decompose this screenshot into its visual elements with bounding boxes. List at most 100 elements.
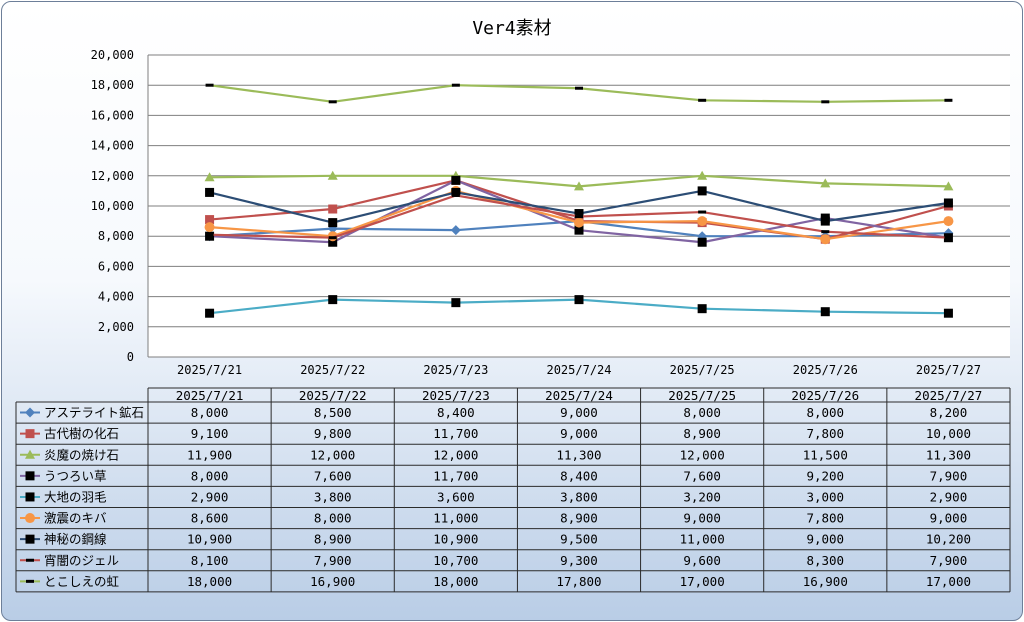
- legend-key-marker: [25, 471, 35, 481]
- data-point: [944, 98, 953, 102]
- table-value-cell: 3,800: [314, 489, 352, 504]
- data-point: [575, 215, 583, 219]
- table-value-cell: 8,400: [560, 468, 598, 483]
- table-value-cell: 9,200: [806, 468, 844, 483]
- table-value-cell: 9,000: [560, 426, 598, 441]
- data-point: [204, 222, 215, 233]
- y-tick-label: 4,000: [98, 290, 134, 304]
- legend-series-name: うつろい草: [44, 468, 107, 483]
- legend-key-marker: [26, 579, 34, 583]
- data-point: [451, 175, 461, 185]
- legend-series-name: 炎魔の焼け石: [44, 447, 119, 462]
- table-value-cell: 8,300: [806, 553, 844, 568]
- data-point: [820, 234, 831, 245]
- x-tick-label: 2025/7/22: [300, 363, 365, 377]
- table-value-cell: 8,600: [191, 511, 229, 526]
- table-value-cell: 8,000: [191, 405, 229, 420]
- table-value-cell: 16,900: [310, 574, 355, 589]
- table-value-cell: 12,000: [680, 447, 725, 462]
- y-tick-label: 10,000: [91, 199, 134, 213]
- table-value-cell: 8,000: [683, 405, 721, 420]
- table-value-cell: 7,800: [806, 511, 844, 526]
- x-tick-label: 2025/7/25: [670, 363, 735, 377]
- table-value-cell: 17,800: [556, 574, 601, 589]
- y-tick-label: 0: [127, 350, 134, 364]
- x-tick-label: 2025/7/26: [793, 363, 858, 377]
- legend-key-marker: [25, 449, 35, 459]
- legend-series-name: 宵闇のジェル: [44, 553, 119, 568]
- table-value-cell: 7,900: [314, 553, 352, 568]
- data-point: [205, 187, 215, 197]
- data-point: [205, 83, 214, 87]
- legend-series-name: 大地の羽毛: [44, 489, 107, 504]
- table-value-cell: 8,500: [314, 405, 352, 420]
- table-value-cell: 9,100: [191, 426, 229, 441]
- data-point: [820, 178, 831, 188]
- table-value-cell: 9,800: [314, 426, 352, 441]
- data-point: [451, 193, 460, 197]
- table-value-cell: 7,800: [806, 426, 844, 441]
- data-point: [821, 230, 830, 234]
- data-point: [328, 237, 338, 247]
- table-value-cell: 2,900: [191, 489, 229, 504]
- table-value-cell: 12,000: [433, 447, 478, 462]
- legend-key-marker: [25, 492, 35, 502]
- chart-title: Ver4素材: [472, 18, 551, 39]
- table-value-cell: 7,900: [930, 553, 968, 568]
- legend-key-marker: [25, 407, 35, 418]
- table-header-cell: 2025/7/23: [422, 388, 490, 403]
- legend-series-name: 古代樹の化石: [44, 426, 119, 441]
- data-point: [574, 217, 584, 228]
- data-point: [697, 216, 708, 227]
- data-point: [820, 307, 830, 317]
- table-value-cell: 16,900: [803, 574, 848, 589]
- data-point: [328, 295, 338, 305]
- data-point: [451, 83, 460, 87]
- table-value-cell: 18,000: [187, 574, 232, 589]
- table-header-cell: 2025/7/24: [545, 388, 613, 403]
- table-value-cell: 3,000: [806, 489, 844, 504]
- data-point: [698, 98, 707, 102]
- table-value-cell: 9,000: [930, 511, 968, 526]
- legend-series-name: 激震のキバ: [44, 511, 107, 526]
- legend-key-marker: [25, 429, 35, 439]
- table-value-cell: 3,200: [683, 489, 721, 504]
- legend-key-marker: [25, 513, 35, 524]
- table-value-cell: 2,900: [930, 489, 968, 504]
- table-value-cell: 7,600: [683, 468, 721, 483]
- table-value-cell: 3,800: [560, 489, 598, 504]
- data-point: [574, 181, 584, 191]
- data-point: [205, 308, 215, 318]
- data-point: [451, 298, 461, 308]
- data-point: [574, 209, 584, 219]
- table-value-cell: 3,600: [437, 489, 475, 504]
- data-point: [205, 233, 214, 237]
- table-value-cell: 10,700: [433, 553, 478, 568]
- table-value-cell: 8,000: [314, 511, 352, 526]
- table-value-cell: 11,000: [433, 511, 478, 526]
- data-point: [575, 86, 583, 90]
- table-value-cell: 8,000: [806, 405, 844, 420]
- data-point: [698, 210, 707, 214]
- table-value-cell: 10,000: [926, 426, 971, 441]
- data-point: [451, 187, 461, 197]
- table-value-cell: 9,500: [560, 532, 598, 547]
- table-header-cell: 2025/7/26: [791, 388, 859, 403]
- table-value-cell: 8,900: [683, 426, 721, 441]
- data-point: [205, 231, 215, 241]
- table-value-cell: 11,900: [187, 447, 232, 462]
- table-header-cell: 2025/7/25: [668, 388, 736, 403]
- table-value-cell: 11,700: [433, 468, 478, 483]
- table-value-cell: 8,900: [560, 511, 598, 526]
- data-point: [943, 181, 954, 191]
- x-tick-label: 2025/7/24: [546, 363, 611, 377]
- data-point: [204, 172, 215, 182]
- legend-series-name: とこしえの虹: [44, 574, 120, 589]
- table-value-cell: 9,000: [806, 532, 844, 547]
- table-value-cell: 10,200: [926, 532, 971, 547]
- data-point: [821, 100, 830, 104]
- legend-series-name: 神秘の鋼線: [44, 532, 107, 547]
- table-value-cell: 8,400: [437, 405, 475, 420]
- table-value-cell: 17,000: [680, 574, 725, 589]
